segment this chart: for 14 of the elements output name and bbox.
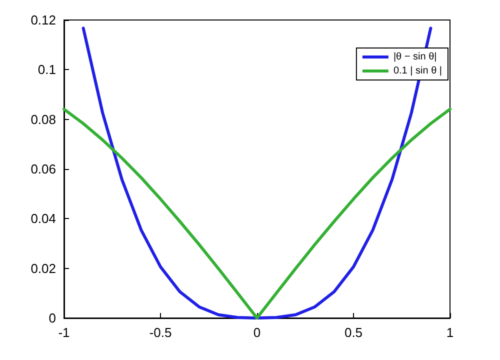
x-tick-label: 1 — [446, 325, 454, 340]
y-tick-label: 0.04 — [30, 211, 56, 226]
legend-label: |θ − sin θ| — [393, 52, 437, 62]
x-tick-label: -0.5 — [149, 325, 172, 340]
y-tick-label: 0.12 — [30, 12, 56, 28]
x-tick-label: -1 — [58, 325, 70, 340]
y-tick-label: 0.02 — [30, 260, 56, 276]
y-tick-label: 0.06 — [30, 162, 56, 176]
y-tick-label: 0 — [48, 310, 56, 326]
x-tick-label: 0 — [253, 325, 261, 340]
y-tick-label: 0.08 — [30, 112, 56, 127]
y-tick-label: 0.1 — [38, 62, 56, 78]
x-tick-label: 0.5 — [344, 325, 363, 340]
legend-label: 0.1 | sin θ | — [393, 66, 442, 76]
